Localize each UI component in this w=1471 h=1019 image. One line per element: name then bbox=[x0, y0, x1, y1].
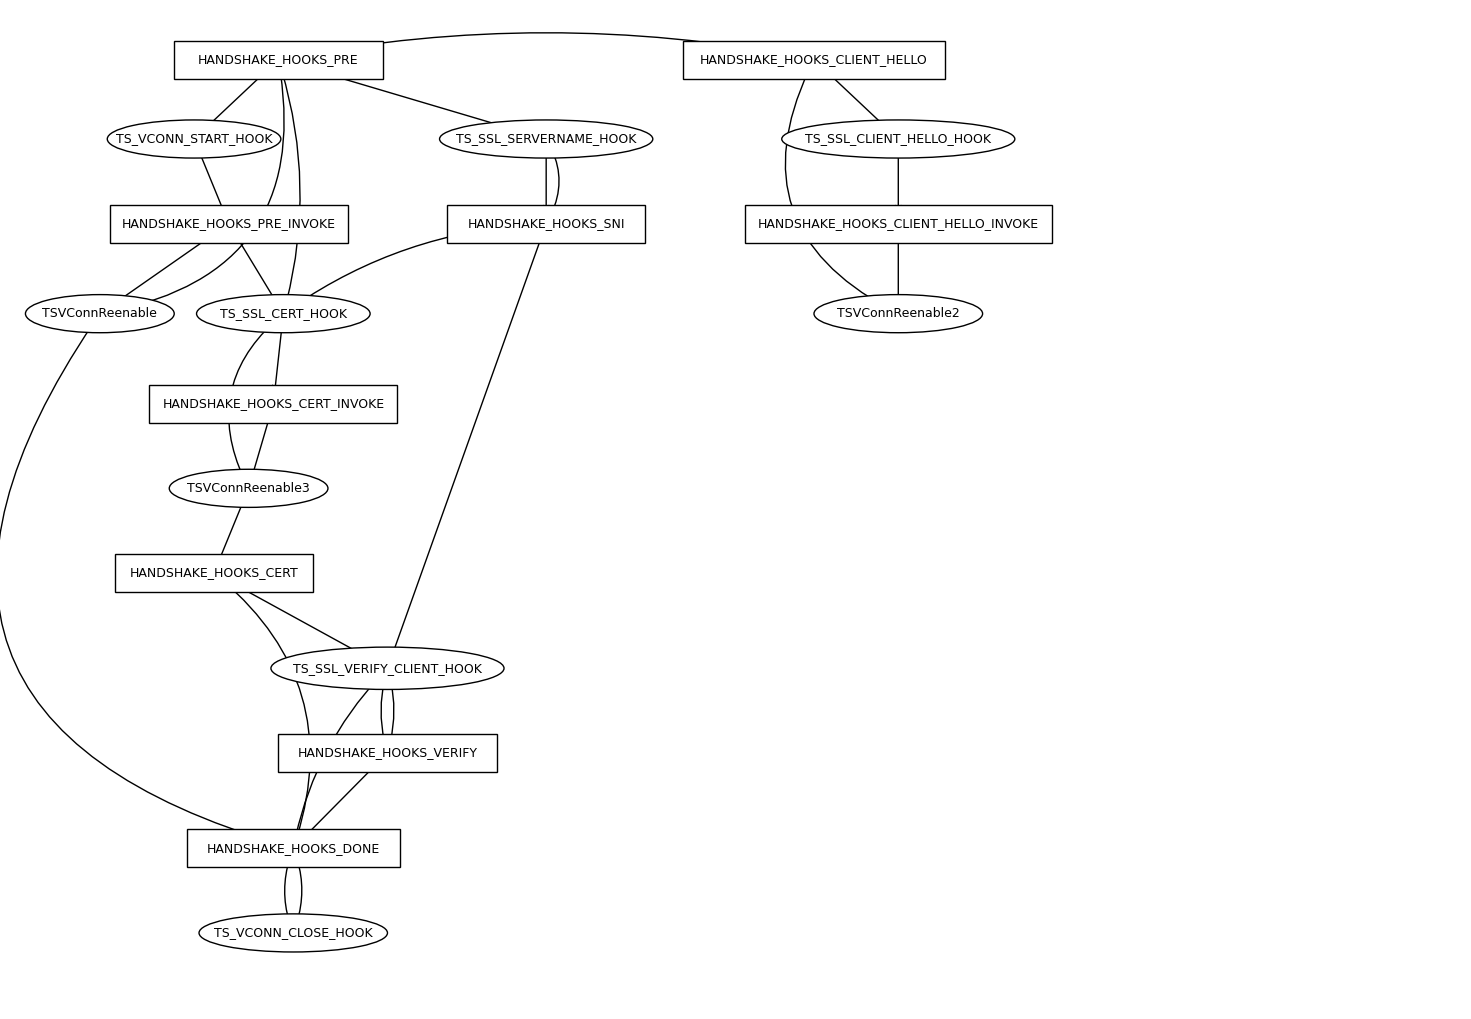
FancyBboxPatch shape bbox=[150, 384, 397, 423]
Ellipse shape bbox=[440, 120, 653, 158]
Text: TSVConnReenable3: TSVConnReenable3 bbox=[187, 482, 310, 495]
Text: HANDSHAKE_HOOKS_CLIENT_HELLO_INVOKE: HANDSHAKE_HOOKS_CLIENT_HELLO_INVOKE bbox=[758, 217, 1039, 230]
Ellipse shape bbox=[197, 294, 371, 333]
Ellipse shape bbox=[169, 470, 328, 507]
Ellipse shape bbox=[781, 120, 1015, 158]
Ellipse shape bbox=[199, 914, 387, 952]
Text: TS_SSL_VERIFY_CLIENT_HOOK: TS_SSL_VERIFY_CLIENT_HOOK bbox=[293, 661, 482, 675]
Text: TS_VCONN_CLOSE_HOOK: TS_VCONN_CLOSE_HOOK bbox=[213, 926, 372, 940]
Ellipse shape bbox=[107, 120, 281, 158]
Text: HANDSHAKE_HOOKS_SNI: HANDSHAKE_HOOKS_SNI bbox=[468, 217, 625, 230]
Text: HANDSHAKE_HOOKS_VERIFY: HANDSHAKE_HOOKS_VERIFY bbox=[297, 747, 478, 759]
FancyBboxPatch shape bbox=[115, 554, 313, 592]
Text: TSVConnReenable: TSVConnReenable bbox=[43, 307, 157, 320]
FancyBboxPatch shape bbox=[683, 41, 946, 78]
FancyBboxPatch shape bbox=[744, 205, 1052, 243]
Ellipse shape bbox=[813, 294, 983, 333]
Text: TS_SSL_CERT_HOOK: TS_SSL_CERT_HOOK bbox=[219, 307, 347, 320]
Text: HANDSHAKE_HOOKS_PRE_INVOKE: HANDSHAKE_HOOKS_PRE_INVOKE bbox=[122, 217, 335, 230]
Text: HANDSHAKE_HOOKS_DONE: HANDSHAKE_HOOKS_DONE bbox=[206, 842, 380, 855]
Text: TS_VCONN_START_HOOK: TS_VCONN_START_HOOK bbox=[116, 132, 272, 146]
Text: TSVConnReenable2: TSVConnReenable2 bbox=[837, 307, 959, 320]
Text: HANDSHAKE_HOOKS_CERT_INVOKE: HANDSHAKE_HOOKS_CERT_INVOKE bbox=[162, 397, 384, 410]
Ellipse shape bbox=[25, 294, 174, 333]
Text: HANDSHAKE_HOOKS_CERT: HANDSHAKE_HOOKS_CERT bbox=[129, 567, 299, 580]
Text: TS_SSL_CLIENT_HELLO_HOOK: TS_SSL_CLIENT_HELLO_HOOK bbox=[805, 132, 991, 146]
FancyBboxPatch shape bbox=[447, 205, 646, 243]
Text: TS_SSL_SERVERNAME_HOOK: TS_SSL_SERVERNAME_HOOK bbox=[456, 132, 637, 146]
Text: HANDSHAKE_HOOKS_CLIENT_HELLO: HANDSHAKE_HOOKS_CLIENT_HELLO bbox=[700, 53, 928, 66]
FancyBboxPatch shape bbox=[187, 829, 400, 867]
FancyBboxPatch shape bbox=[110, 205, 347, 243]
FancyBboxPatch shape bbox=[278, 734, 497, 772]
Text: HANDSHAKE_HOOKS_PRE: HANDSHAKE_HOOKS_PRE bbox=[199, 53, 359, 66]
FancyBboxPatch shape bbox=[174, 41, 382, 78]
Ellipse shape bbox=[271, 647, 505, 690]
